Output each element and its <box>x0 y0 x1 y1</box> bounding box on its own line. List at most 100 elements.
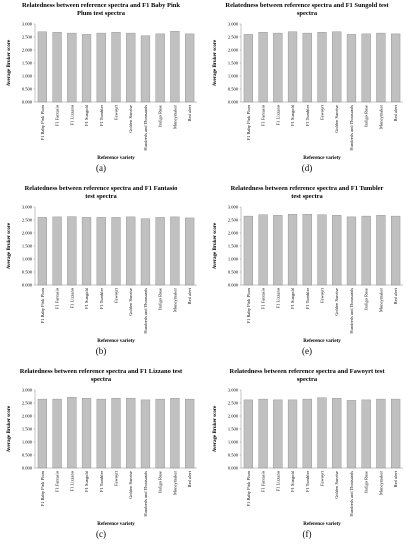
bar <box>243 34 253 103</box>
x-tick-label: F1 Sungold <box>290 470 295 492</box>
x-tick-label: F1 Baby Pink Plum <box>246 471 251 507</box>
y-tick-label: 2.000 <box>22 231 33 236</box>
x-tick-label: Indigo Rose <box>158 471 163 493</box>
x-tick-label: Golden Sunrise <box>334 288 339 316</box>
bar <box>287 399 298 469</box>
bar <box>361 399 371 469</box>
y-tick-label: 2.000 <box>228 231 239 236</box>
bar <box>243 399 253 469</box>
x-tick-label: Fawoyrt <box>114 104 119 120</box>
x-tick-label: Fawoyrt <box>114 287 119 303</box>
x-tick-label: Moneymaker <box>172 471 177 495</box>
bar <box>155 217 165 286</box>
bar <box>37 31 47 103</box>
y-tick-label: 0.000 <box>228 100 239 105</box>
x-axis-label: Reference variety <box>97 522 135 527</box>
bar <box>140 399 151 469</box>
y-tick-label: 0.500 <box>22 270 33 275</box>
caption: (c) <box>96 529 106 539</box>
x-tick-label: F1 Sungold <box>84 104 89 126</box>
x-tick-label: Golden Sunrise <box>128 105 133 133</box>
chart-title: Relatedness between reference spectra an… <box>225 2 389 17</box>
bar <box>185 398 195 469</box>
bar <box>317 32 327 103</box>
y-tick-label: 0.500 <box>228 453 239 458</box>
bar <box>37 398 47 469</box>
bar <box>111 32 121 103</box>
x-tick-label: Moneymaker <box>172 105 177 129</box>
bar <box>185 33 195 103</box>
chart-title: Relatedness between reference spectra an… <box>19 368 183 383</box>
chart-panel: Relatedness between reference spectra an… <box>1 0 201 180</box>
bar <box>155 398 165 469</box>
bar <box>67 32 77 103</box>
x-tick-label: Golden Sunrise <box>334 105 339 133</box>
y-tick-label: 0.000 <box>22 100 33 105</box>
x-tick-label: Indigo Rose <box>158 105 163 127</box>
y-tick-label: 1.500 <box>228 61 239 66</box>
caption: (d) <box>301 163 313 173</box>
bar <box>185 217 195 286</box>
x-tick-label: Red alert <box>187 287 192 304</box>
bar <box>155 33 165 103</box>
x-tick-label: Hundreds and Thousands <box>143 288 148 334</box>
x-tick-label: Fawoyrt <box>320 287 325 303</box>
y-tick-label: 0.000 <box>22 466 33 471</box>
x-tick-label: Hundreds and Thousands <box>349 288 354 334</box>
x-tick-label: F1 Fantasio <box>261 104 266 126</box>
bar <box>67 397 77 469</box>
y-tick-label: 1.000 <box>228 440 239 445</box>
bar <box>81 398 92 469</box>
x-tick-label: F1 Fantasio <box>261 470 266 492</box>
bar <box>287 214 298 286</box>
chart-panel: Relatedness between reference spectra an… <box>1 366 201 546</box>
chart-panel: Relatedness between reference spectra an… <box>207 183 407 363</box>
chart: 0.000 0.500 1.000 1.500 2.000 2.500 3.000 Avera… <box>7 205 197 344</box>
x-tick-label: F1 Lizzano <box>69 287 74 308</box>
chart-panel: Relatedness between reference spectra an… <box>1 183 201 363</box>
x-tick-label: F1 Baby Pink Plum <box>246 105 251 141</box>
x-axis-label: Reference variety <box>303 339 341 344</box>
bar <box>302 32 312 103</box>
bar <box>332 215 342 286</box>
chart-panel: Relatedness between reference spectra an… <box>207 366 407 546</box>
x-tick-label: Fawoyrt <box>114 470 119 486</box>
y-tick-label: 3.000 <box>22 205 33 210</box>
bar <box>391 33 401 103</box>
bar <box>317 214 327 286</box>
bar <box>346 34 357 103</box>
chart: 0.000 0.500 1.000 1.500 2.000 2.500 3.000 Avera… <box>213 205 403 344</box>
x-tick-label: F1 Sungold <box>84 470 89 492</box>
bar <box>376 32 386 103</box>
bar <box>273 32 283 103</box>
x-tick-label: Fawoyrt <box>320 104 325 120</box>
x-tick-label: F1 Sungold <box>84 287 89 309</box>
x-tick-label: Hundreds and Thousands <box>349 471 354 517</box>
bar <box>376 215 386 286</box>
bar <box>140 35 151 103</box>
chart-title: Relatedness between reference spectra an… <box>230 185 384 200</box>
bar <box>111 217 121 286</box>
bar <box>273 215 283 286</box>
y-tick-label: 0.000 <box>22 283 33 288</box>
chart: 0.000 0.500 1.000 1.500 2.000 2.500 3.000 Avera… <box>7 388 197 527</box>
y-tick-label: 2.000 <box>22 48 33 53</box>
y-axis-label: Average Bruker score <box>7 39 12 86</box>
x-tick-label: F1 Lizzano <box>275 104 280 125</box>
y-tick-label: 2.500 <box>228 401 239 406</box>
x-tick-label: Red alert <box>187 104 192 121</box>
x-tick-label: F1 Lizzano <box>275 287 280 308</box>
chart-title: Relatedness between reference spectra an… <box>24 185 178 200</box>
x-tick-label: F1 Lizzano <box>275 470 280 491</box>
bar <box>96 32 106 103</box>
bar <box>243 215 253 286</box>
bar <box>391 398 401 469</box>
y-tick-label: 3.000 <box>228 388 239 393</box>
x-tick-label: F1 Sungold <box>290 104 295 126</box>
x-tick-label: Red alert <box>393 287 398 304</box>
bar <box>52 398 62 469</box>
y-tick-label: 2.000 <box>228 48 239 53</box>
y-tick-label: 1.000 <box>22 440 33 445</box>
y-tick-label: 0.500 <box>228 87 239 92</box>
y-tick-label: 0.000 <box>228 283 239 288</box>
